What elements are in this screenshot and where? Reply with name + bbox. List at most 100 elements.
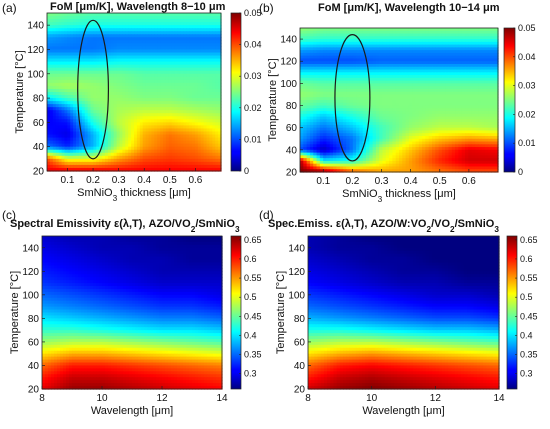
heatmap-cell [145, 73, 150, 78]
heatmap-cell [67, 37, 71, 41]
heatmap-cell [96, 70, 100, 75]
heatmap-cell [113, 55, 118, 60]
heatmap-cell [171, 19, 176, 23]
heatmap-cell [84, 67, 89, 72]
heatmap-cell [125, 61, 129, 66]
heatmap-cell [64, 25, 68, 29]
heatmap-cell [131, 31, 135, 35]
heatmap-cell [87, 25, 92, 29]
heatmap-cell [192, 22, 196, 26]
heatmap-cell [142, 28, 147, 32]
heatmap-cell [171, 43, 176, 48]
heatmap-cell [206, 64, 210, 69]
heatmap-cell [90, 82, 94, 87]
heatmap-cell [151, 55, 155, 60]
heatmap-cell [113, 40, 118, 44]
heatmap-cell [136, 76, 141, 81]
heatmap-cell [218, 79, 222, 84]
heatmap-cell [93, 52, 97, 57]
heatmap-cell [70, 40, 74, 44]
heatmap-cell [131, 73, 135, 78]
heatmap-cell [122, 79, 126, 84]
heatmap-cell [148, 37, 152, 41]
heatmap-cell [105, 22, 109, 26]
heatmap-cell [122, 19, 126, 23]
heatmap-cell [139, 58, 144, 63]
heatmap-cell [212, 85, 216, 90]
heatmap-cell [131, 37, 135, 41]
heatmap-cell [209, 22, 213, 26]
heatmap-cell [58, 16, 63, 20]
heatmap-cell [102, 25, 106, 29]
heatmap-cell [160, 58, 164, 63]
heatmap-cell [186, 70, 190, 75]
heatmap-cell [61, 28, 65, 32]
heatmap-cell [122, 70, 126, 75]
heatmap-cell [212, 76, 216, 81]
heatmap-cell [154, 19, 158, 23]
heatmap-cell [145, 13, 150, 17]
heatmap-cell [99, 82, 103, 87]
heatmap-cell [107, 22, 112, 26]
heatmap-cell [52, 16, 57, 20]
heatmap-cell [163, 79, 167, 84]
heatmap-cell [163, 34, 167, 38]
heatmap-cell [154, 52, 158, 57]
heatmap-cell [142, 43, 147, 48]
heatmap-cell [131, 61, 135, 66]
heatmap-cell [200, 34, 205, 38]
heatmap-cell [139, 37, 144, 41]
heatmap-cell [102, 34, 106, 38]
heatmap-cell [70, 46, 74, 51]
heatmap-cell [194, 73, 199, 78]
heatmap-cell [168, 73, 173, 78]
heatmap-cell [122, 28, 126, 32]
heatmap-cell [139, 31, 144, 35]
heatmap-cell [58, 52, 63, 57]
heatmap-cell [180, 13, 184, 17]
heatmap-cell [99, 37, 103, 41]
heatmap-cell [49, 55, 54, 60]
heatmap-cell [52, 85, 57, 90]
heatmap-cell [107, 34, 112, 38]
heatmap-cell [194, 31, 199, 35]
heatmap-cell [148, 28, 152, 32]
heatmap-cell [107, 31, 112, 35]
heatmap-cell [102, 22, 106, 26]
heatmap-cell [174, 43, 179, 48]
heatmap-cell [186, 55, 190, 60]
heatmap-cell [197, 22, 202, 26]
heatmap-cell [107, 37, 112, 41]
heatmap-cell [128, 85, 132, 90]
heatmap-cell [93, 37, 97, 41]
heatmap-cell [165, 40, 170, 44]
heatmap-cell [102, 16, 106, 20]
heatmap-cell [139, 73, 144, 78]
heatmap-cell [154, 22, 158, 26]
heatmap-cell [197, 79, 202, 84]
heatmap-cell [157, 58, 161, 63]
heatmap-cell [122, 55, 126, 60]
heatmap-cell [49, 13, 54, 17]
heatmap-cell [200, 43, 205, 48]
heatmap-cell [87, 67, 92, 72]
heatmap-cell [163, 82, 167, 87]
heatmap-cell [177, 58, 181, 63]
heatmap-cell [93, 43, 97, 48]
heatmap-cell [90, 73, 94, 78]
heatmap-cell [113, 64, 118, 69]
y-axis-label: Temperature [°C] [14, 50, 26, 133]
heatmap-cell [171, 70, 176, 75]
heatmap-cell [55, 22, 60, 26]
heatmap-cell [78, 61, 83, 66]
heatmap-cell [102, 67, 106, 72]
heatmap-cell [136, 58, 141, 63]
heatmap-cell [113, 76, 118, 81]
heatmap-cell [119, 46, 123, 51]
heatmap-cell [151, 31, 155, 35]
heatmap-cell [148, 43, 152, 48]
heatmap-cell [136, 55, 141, 60]
heatmap-cell [70, 82, 74, 87]
heatmap-cell [174, 64, 179, 69]
heatmap-cell [218, 34, 222, 38]
